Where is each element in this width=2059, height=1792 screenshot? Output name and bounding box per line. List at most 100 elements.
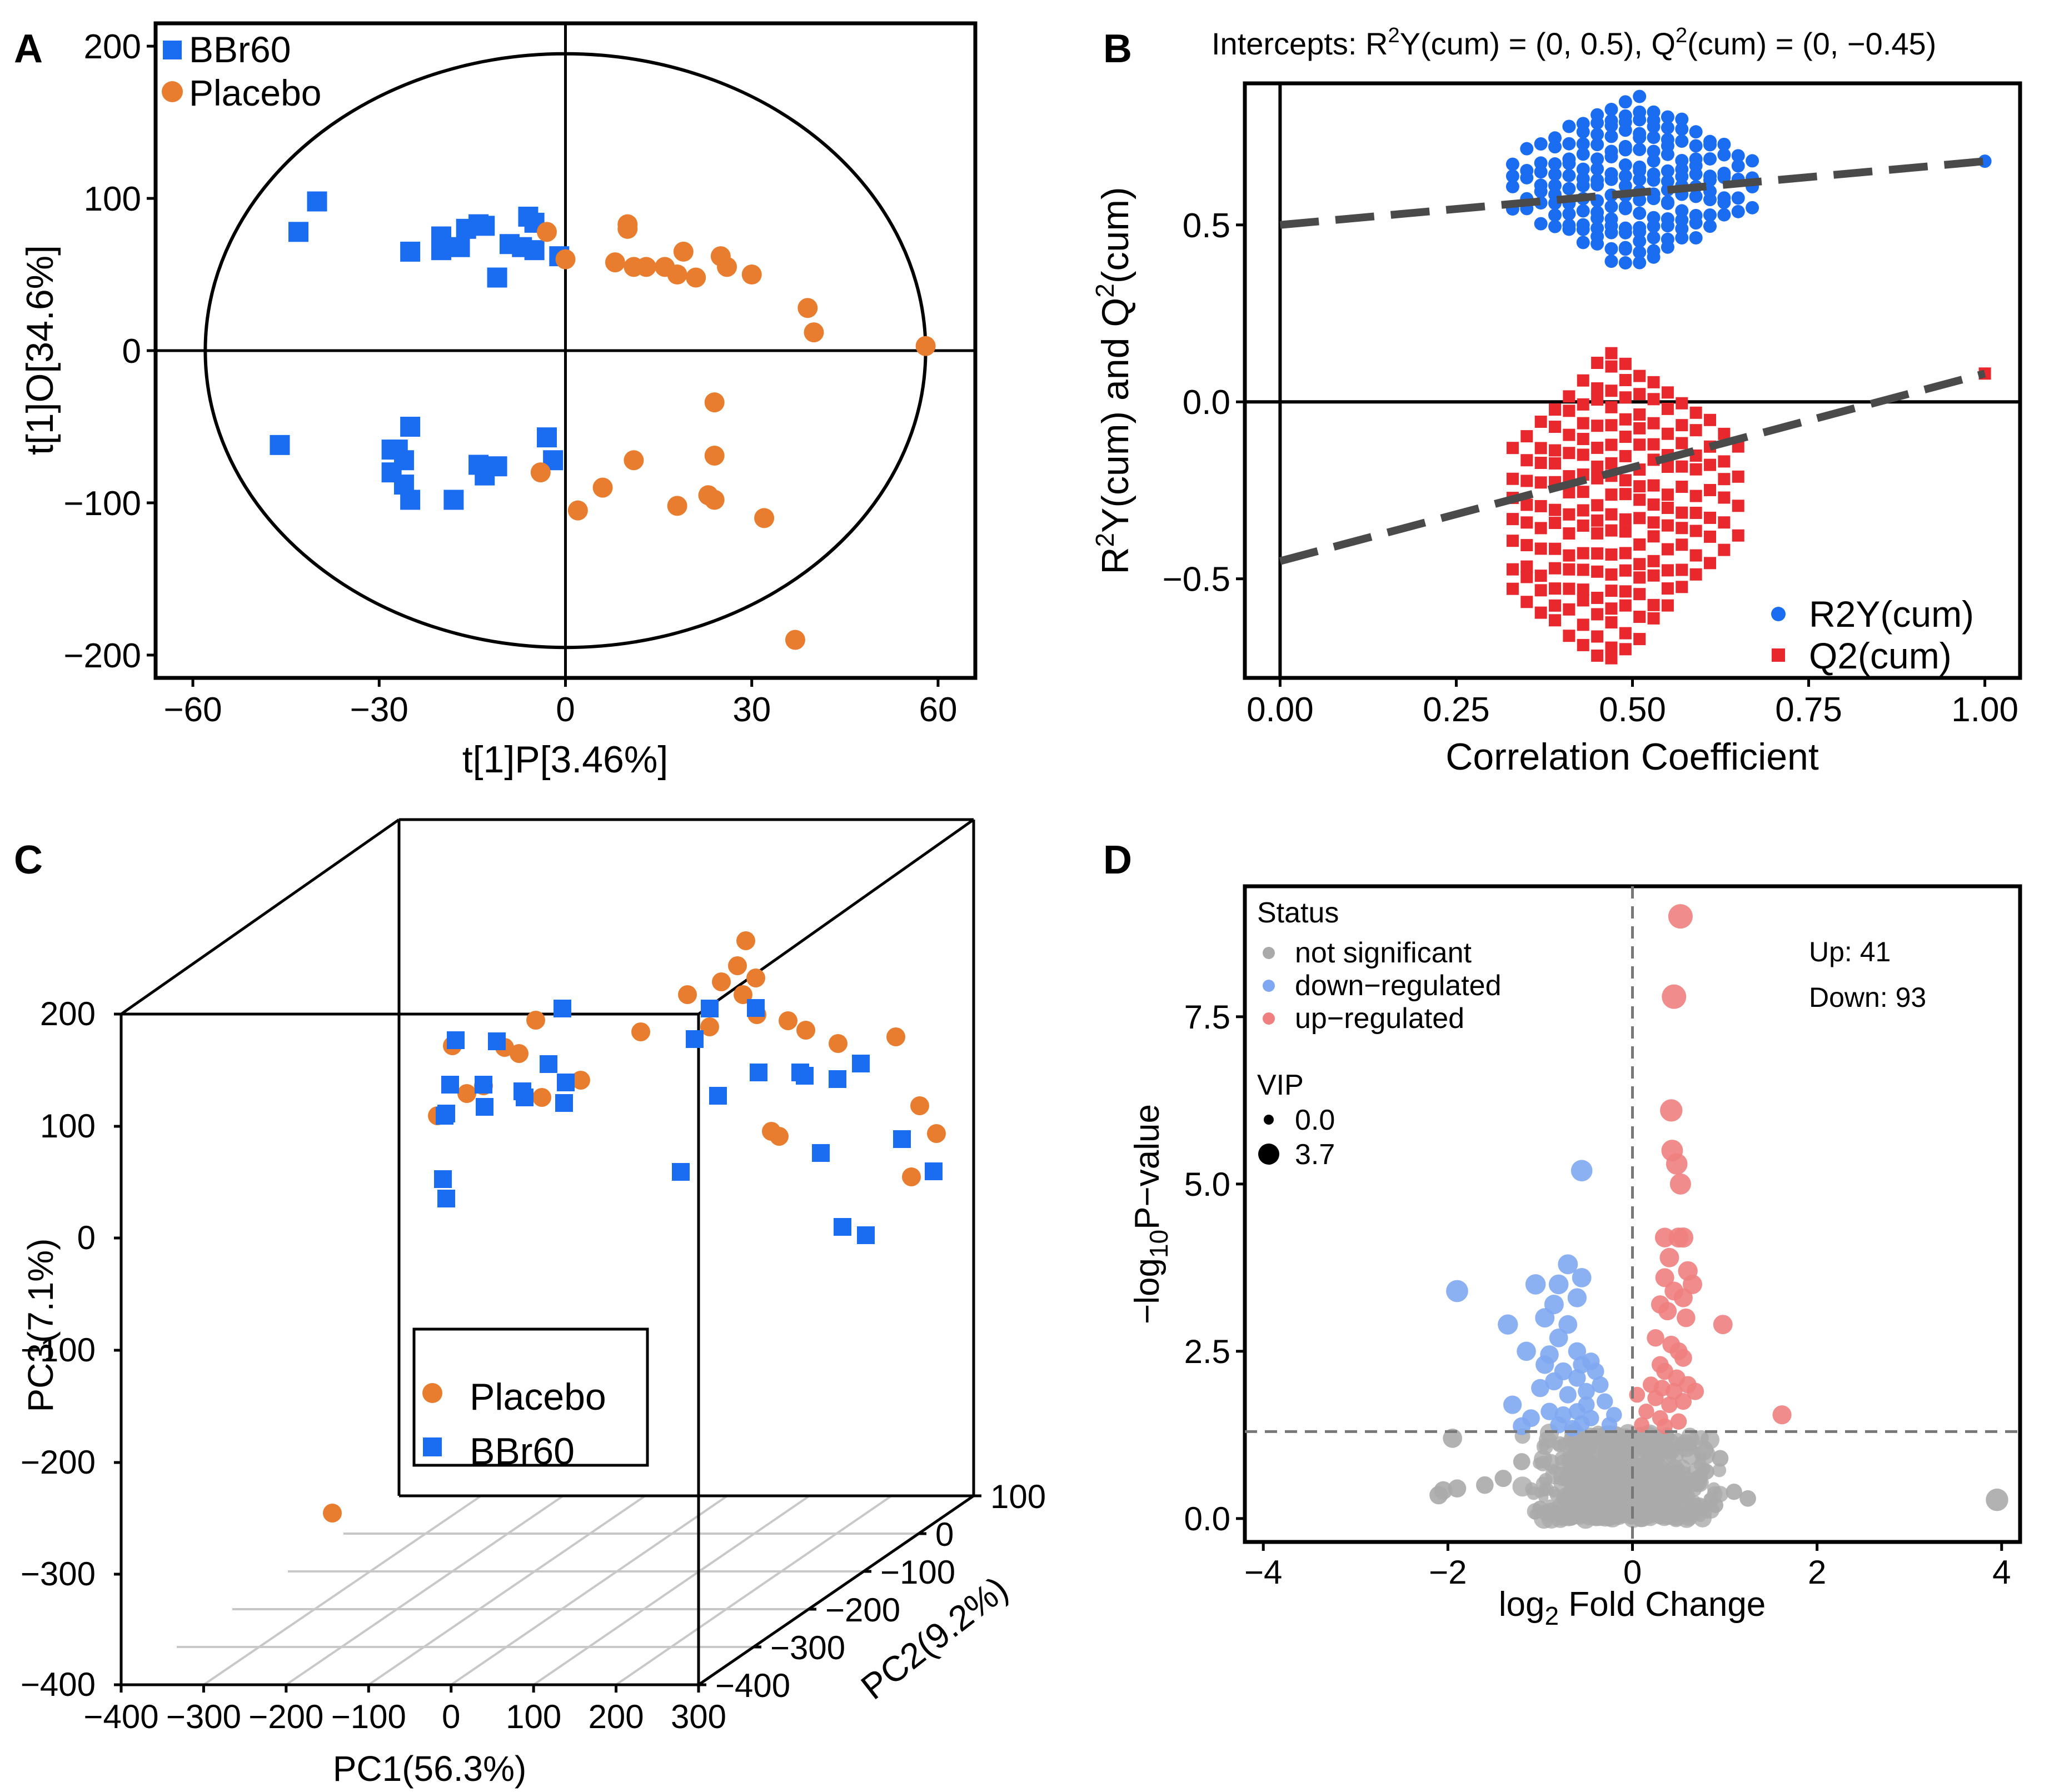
- point-q2: [1591, 591, 1604, 604]
- point-r2y: [1562, 182, 1576, 196]
- point-down-regulated: [1558, 1254, 1578, 1275]
- panel-d-legend: Status not significant down−regulated up…: [1257, 897, 1502, 1171]
- legend-label-not-significant: not significant: [1295, 937, 1472, 969]
- point-q2: [1619, 513, 1632, 526]
- point-q2: [1520, 516, 1533, 529]
- point-not-significant: [1536, 1438, 1554, 1455]
- grid-line: [533, 1495, 810, 1686]
- point-q2: [1520, 560, 1533, 573]
- point-bbr60: [513, 1082, 531, 1100]
- point-not-significant: [1680, 1504, 1696, 1520]
- point-not-significant: [1525, 1482, 1538, 1496]
- point-q2: [1591, 420, 1604, 432]
- x-tick-label: 60: [919, 691, 957, 729]
- y-tick-label: −200: [21, 1444, 96, 1481]
- point-not-significant: [1561, 1449, 1579, 1467]
- point-r2y: [1633, 89, 1647, 103]
- point-q2: [1661, 564, 1674, 577]
- point-q2: [1577, 563, 1589, 576]
- y-tick-label: 0: [122, 332, 141, 371]
- x-tick-label: 0: [556, 691, 575, 729]
- panel-b: B Intercepts: R2Y(cum) = (0, 0.5), Q2(cu…: [1090, 24, 2022, 778]
- point-q2: [1676, 480, 1688, 493]
- point-placebo: [754, 508, 775, 528]
- point-q2: [1577, 519, 1589, 532]
- y-tick-label: −300: [21, 1555, 96, 1593]
- point-down-regulated: [1571, 1160, 1593, 1182]
- z-tick-label: −200: [825, 1591, 900, 1629]
- point-down-regulated: [1568, 1342, 1587, 1361]
- point-r2y: [1604, 129, 1618, 143]
- point-r2y: [1576, 117, 1590, 131]
- panel-b-x-ticks: 0.00 0.25 0.50 0.75 1.00: [1247, 678, 2018, 729]
- point-r2y: [1675, 213, 1689, 227]
- point-r2y: [1731, 159, 1745, 173]
- legend-marker-bbr60: [163, 41, 182, 59]
- point-r2y: [1647, 167, 1661, 181]
- point-q2: [1633, 588, 1646, 601]
- point-not-significant: [1557, 1491, 1572, 1506]
- point-r2y: [1633, 127, 1647, 141]
- point-r2y: [1618, 109, 1632, 123]
- point-q2: [1563, 549, 1576, 562]
- point-q2: [1619, 413, 1632, 426]
- point-r2y: [1562, 218, 1576, 232]
- point-q2: [1605, 585, 1618, 597]
- regression-line: [1279, 157, 1986, 229]
- point-r2y: [1689, 231, 1703, 244]
- point-bbr60: [400, 416, 421, 437]
- point-r2y: [1661, 212, 1674, 226]
- point-r2y: [1548, 178, 1562, 192]
- y-tick-label: 0.5: [1183, 207, 1230, 245]
- legend-label-placebo-c: Placebo: [470, 1376, 606, 1418]
- point-down-regulated: [1545, 1372, 1563, 1391]
- point-r2y: [1675, 112, 1689, 126]
- panel-c-label: C: [14, 838, 43, 882]
- point-q2: [1633, 388, 1646, 401]
- point-q2: [1577, 398, 1589, 411]
- y-tick-label: 200: [40, 995, 96, 1032]
- panel-a-ylabel: t[1]O[34.6%]: [19, 245, 61, 455]
- panel-a-legend: BBr60 Placebo: [162, 29, 322, 113]
- y-tick-label: 0.0: [1184, 1500, 1230, 1538]
- point-q2: [1619, 450, 1632, 462]
- point-r2y: [1618, 169, 1632, 183]
- legend-marker-placebo-c: [422, 1383, 442, 1403]
- point-q2: [1577, 547, 1589, 560]
- point-r2y: [1703, 169, 1717, 183]
- point-q2: [1647, 393, 1660, 406]
- point-q2: [1676, 581, 1688, 593]
- point-r2y: [1633, 221, 1647, 234]
- point-up-regulated: [1658, 1302, 1677, 1321]
- panel-c-box: [119, 818, 975, 1686]
- point-q2: [1605, 641, 1618, 654]
- panel-d-up-count: Up: 41: [1809, 936, 1891, 967]
- point-bbr60: [476, 1098, 493, 1116]
- point-bbr60: [487, 456, 507, 477]
- point-r2y: [1534, 156, 1548, 170]
- panel-b-label: B: [1103, 27, 1132, 71]
- point-r2y: [1717, 148, 1731, 162]
- point-down-regulated: [1596, 1393, 1613, 1410]
- point-q2: [1591, 356, 1604, 369]
- point-placebo: [592, 477, 613, 498]
- point-q2: [1563, 630, 1576, 642]
- point-down-regulated: [1578, 1396, 1595, 1414]
- point-r2y: [1633, 206, 1647, 220]
- point-not-significant: [1584, 1427, 1606, 1449]
- point-q2: [1534, 542, 1547, 555]
- panel-c-floor-grid: [177, 1495, 919, 1686]
- point-not-significant: [1513, 1453, 1530, 1470]
- point-q2: [1619, 564, 1632, 577]
- panel-b-title: Intercepts: R2Y(cum) = (0, 0.5), Q2(cum)…: [1212, 24, 1936, 61]
- point-r2y: [1746, 201, 1759, 214]
- point-q2: [1676, 506, 1688, 519]
- x-tick-label: −2: [1429, 1554, 1467, 1591]
- point-down-regulated: [1587, 1362, 1604, 1380]
- point-q2: [1647, 498, 1660, 511]
- point-q2: [1563, 563, 1576, 576]
- point-q2: [1633, 408, 1646, 421]
- point-not-significant: [1712, 1450, 1729, 1467]
- point-q2: [1563, 508, 1576, 521]
